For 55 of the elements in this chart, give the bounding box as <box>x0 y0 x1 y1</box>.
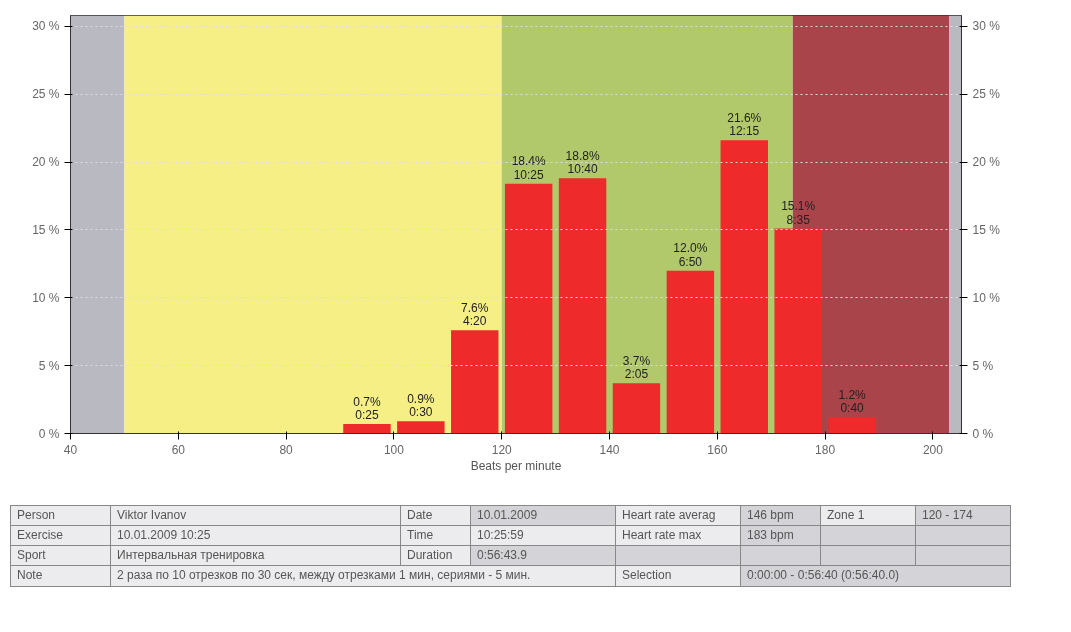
text: Интервальная тренировка <box>110 545 401 566</box>
x-tick-label: 80 <box>279 442 294 457</box>
data-label: 7.6% 4:20 <box>461 301 489 329</box>
text: Viktor Ivanov <box>110 505 401 526</box>
data-label: 0.7% 0:25 <box>353 394 381 422</box>
x-tick-label: 40 <box>63 442 78 457</box>
data-label: 12.0% 6:50 <box>673 241 708 269</box>
text: Person <box>10 505 111 526</box>
x-tick-label: 180 <box>815 442 836 457</box>
text: Sport <box>10 545 111 566</box>
data-label: 0.9% 0:30 <box>407 391 435 420</box>
x-tick-label: 140 <box>599 442 620 457</box>
data-label: 3.7% 2:05 <box>622 353 651 382</box>
y2-tick-label: 15 % <box>972 222 1001 237</box>
text: 10:25:59 <box>470 525 616 546</box>
text: Exercise <box>10 525 111 546</box>
text: Date <box>400 505 471 526</box>
text: 2 раза по 10 отрезков по 30 сек, между отрезками 1 мин, сериями - 5 мин. <box>110 565 616 587</box>
text: Selection <box>615 565 741 587</box>
text: 0:56:43.9 <box>470 545 616 566</box>
text: Time <box>400 525 471 546</box>
y-tick-label: 0 % <box>38 426 60 441</box>
x-tick-label: 60 <box>171 442 186 457</box>
y2-tick-label: 25 % <box>972 87 1001 102</box>
text: 0:00:00 - 0:56:40 (0:56:40.0) <box>740 565 1011 587</box>
text: Heart rate averag <box>615 505 741 526</box>
y-tick-label: 25 % <box>32 87 60 102</box>
y2-tick-label: 30 % <box>972 19 1001 34</box>
text: 10.01.2009 <box>470 505 616 526</box>
text: 183 bpm <box>740 525 821 546</box>
x-tick-label: 100 <box>383 442 405 457</box>
x-tick-label: 200 <box>922 442 944 457</box>
data-label: 18.4% 10:25 <box>511 154 547 182</box>
y2-tick-label: 20 % <box>972 155 1001 170</box>
y2-tick-label: 10 % <box>972 290 1001 305</box>
text: Heart rate max <box>615 525 741 546</box>
text: Note <box>10 565 111 587</box>
y-tick-label: 15 % <box>32 222 60 237</box>
x-tick-label: 120 <box>491 442 513 457</box>
y-tick-label: 5 % <box>38 358 60 373</box>
data-label: 1.2% 0:40 <box>838 387 867 416</box>
text: Zone 1 <box>820 505 916 526</box>
y-tick-label: 30 % <box>32 19 60 34</box>
y2-tick-label: 5 % <box>972 358 994 373</box>
y2-tick-label: 0 % <box>972 426 994 441</box>
data-label: 18.8% 10:40 <box>565 149 600 177</box>
text: 10.01.2009 10:25 <box>110 525 401 546</box>
text: 120 - 174 <box>915 505 1011 526</box>
x-tick-label: 160 <box>707 442 728 457</box>
x-axis-title: Beats per minute <box>470 458 562 473</box>
text: 146 bpm <box>740 505 821 526</box>
y-tick-label: 10 % <box>32 290 60 305</box>
text: Duration <box>400 545 471 566</box>
data-label: 21.6% 12:15 <box>727 111 762 139</box>
y-tick-label: 20 % <box>32 155 60 170</box>
